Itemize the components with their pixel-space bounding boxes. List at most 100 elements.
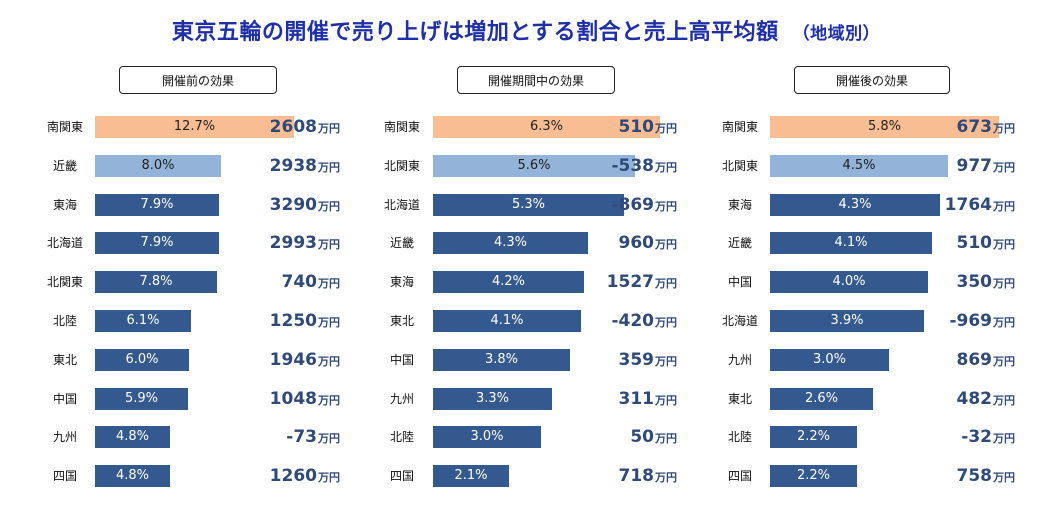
sales-amount-value: 1048 [269, 389, 317, 409]
sales-amount-unit: 万円 [318, 122, 340, 135]
bar: 12.7% [95, 116, 294, 138]
sales-amount: -420万円 [557, 308, 677, 334]
sales-amount-unit: 万円 [993, 471, 1015, 484]
sales-amount: 1764万円 [895, 192, 1015, 218]
sales-amount-value: 740 [281, 272, 318, 292]
sales-amount-unit: 万円 [993, 122, 1015, 135]
sales-amount-unit: 万円 [318, 200, 340, 213]
row-before-8: 中国 5.9% 1048万円 [35, 386, 350, 412]
sales-amount: 673万円 [895, 114, 1016, 140]
region-label: 近畿 [727, 236, 752, 250]
bar: 3.3% [433, 388, 552, 410]
row-during-7: 中国 3.8% 359万円 [372, 347, 687, 373]
row-after-3: 東海 4.3% 1764万円 [710, 192, 1025, 218]
sales-amount-unit: 万円 [318, 316, 340, 329]
sales-amount-unit: 万円 [993, 238, 1015, 251]
sales-amount: 740万円 [220, 269, 341, 295]
sales-amount: 1260万円 [220, 463, 340, 489]
sales-amount-value: -869 [611, 195, 654, 215]
region-label: 四国 [727, 469, 752, 483]
sales-amount-unit: 万円 [318, 355, 340, 368]
region-label: 北関東 [46, 275, 83, 289]
sales-amount-value: 1946 [269, 350, 317, 370]
sales-amount-unit: 万円 [993, 394, 1015, 407]
sales-amount-value: -73 [286, 427, 317, 447]
region-label: 九州 [727, 353, 752, 367]
region-label: 東北 [52, 353, 77, 367]
sales-amount: 510万円 [895, 230, 1016, 256]
sales-amount: 977万円 [895, 153, 1016, 179]
bar: 4.2% [433, 271, 584, 293]
sales-amount-unit: 万円 [993, 161, 1015, 174]
row-before-3: 東海 7.9% 3290万円 [35, 192, 350, 218]
region-label: 東海 [389, 275, 414, 289]
sales-amount-value: 2938 [269, 156, 317, 176]
sales-amount: 718万円 [557, 463, 678, 489]
sales-amount: 2608万円 [220, 114, 340, 140]
sales-amount: 1250万円 [220, 308, 340, 334]
sales-amount-value: -538 [611, 156, 654, 176]
sales-amount: -869万円 [557, 192, 677, 218]
region-label: 北陸 [389, 430, 414, 444]
sales-amount-unit: 万円 [993, 432, 1015, 445]
bar: 6.3% [433, 116, 660, 138]
sales-amount-unit: 万円 [655, 394, 677, 407]
row-before-2: 近畿 8.0% 2938万円 [35, 153, 350, 179]
bar: 2.2% [770, 465, 857, 487]
row-after-1: 南関東 5.8% 673万円 [710, 114, 1025, 140]
sales-amount: -73万円 [220, 424, 340, 450]
region-label: 近畿 [52, 159, 77, 173]
region-label: 北海道 [383, 198, 420, 212]
chart-title-sub: （地域別） [792, 24, 881, 44]
region-label: 東海 [52, 198, 77, 212]
row-after-2: 北関東 4.5% 977万円 [710, 153, 1025, 179]
region-label: 北陸 [727, 430, 752, 444]
sales-amount-unit: 万円 [655, 200, 677, 213]
region-label: 九州 [52, 430, 77, 444]
region-label: 南関東 [721, 120, 758, 134]
sales-amount: 359万円 [557, 347, 678, 373]
row-during-5: 東海 4.2% 1527万円 [372, 269, 687, 295]
region-label: 北関東 [721, 159, 758, 173]
row-after-8: 東北 2.6% 482万円 [710, 386, 1025, 412]
bar: 6.1% [95, 310, 191, 332]
row-after-7: 九州 3.0% 869万円 [710, 347, 1025, 373]
sales-amount: 311万円 [557, 386, 678, 412]
sales-amount-value: 673 [956, 117, 993, 137]
sales-amount-unit: 万円 [655, 238, 677, 251]
sales-amount: 3290万円 [220, 192, 340, 218]
bar: 4.3% [770, 194, 940, 216]
sales-amount-unit: 万円 [993, 277, 1015, 290]
bar: 3.8% [433, 349, 570, 371]
panel-after: 開催後の効果 南関東 5.8% 673万円 北関東 4.5% 977万円 東海 4.3% 176… [710, 0, 1025, 514]
row-before-1: 南関東 12.7% 2608万円 [35, 114, 350, 140]
sales-amount-value: 2993 [269, 233, 317, 253]
panel-before: 開催前の効果 南関東 12.7% 2608万円 近畿 8.0% 2938万円 東海 7.9% 3… [35, 0, 350, 514]
sales-amount-unit: 万円 [318, 471, 340, 484]
bar: 2.1% [433, 465, 509, 487]
sales-amount: 2993万円 [220, 230, 340, 256]
sales-amount-value: 482 [956, 389, 993, 409]
sales-amount-value: 359 [618, 350, 655, 370]
sales-amount: 869万円 [895, 347, 1016, 373]
phase-label-during: 開催期間中の効果 [457, 66, 615, 94]
sales-amount-value: 3290 [269, 195, 317, 215]
sales-amount: -32万円 [895, 424, 1015, 450]
sales-amount-unit: 万円 [318, 277, 340, 290]
sales-amount: -969万円 [895, 308, 1015, 334]
sales-amount-value: -32 [961, 427, 992, 447]
sales-amount: -538万円 [557, 153, 677, 179]
sales-amount-value: 1764 [944, 195, 992, 215]
row-before-9: 九州 4.8% -73万円 [35, 424, 350, 450]
row-before-6: 北陸 6.1% 1250万円 [35, 308, 350, 334]
row-before-10: 四国 4.8% 1260万円 [35, 463, 350, 489]
sales-amount-unit: 万円 [655, 161, 677, 174]
sales-amount-unit: 万円 [318, 432, 340, 445]
sales-amount-value: 510 [956, 233, 993, 253]
sales-amount-unit: 万円 [993, 355, 1015, 368]
bar: 4.5% [770, 155, 948, 177]
sales-amount: 510万円 [557, 114, 678, 140]
region-label: 中国 [727, 275, 752, 289]
row-after-6: 北海道 3.9% -969万円 [710, 308, 1025, 334]
bar: 4.8% [95, 426, 170, 448]
